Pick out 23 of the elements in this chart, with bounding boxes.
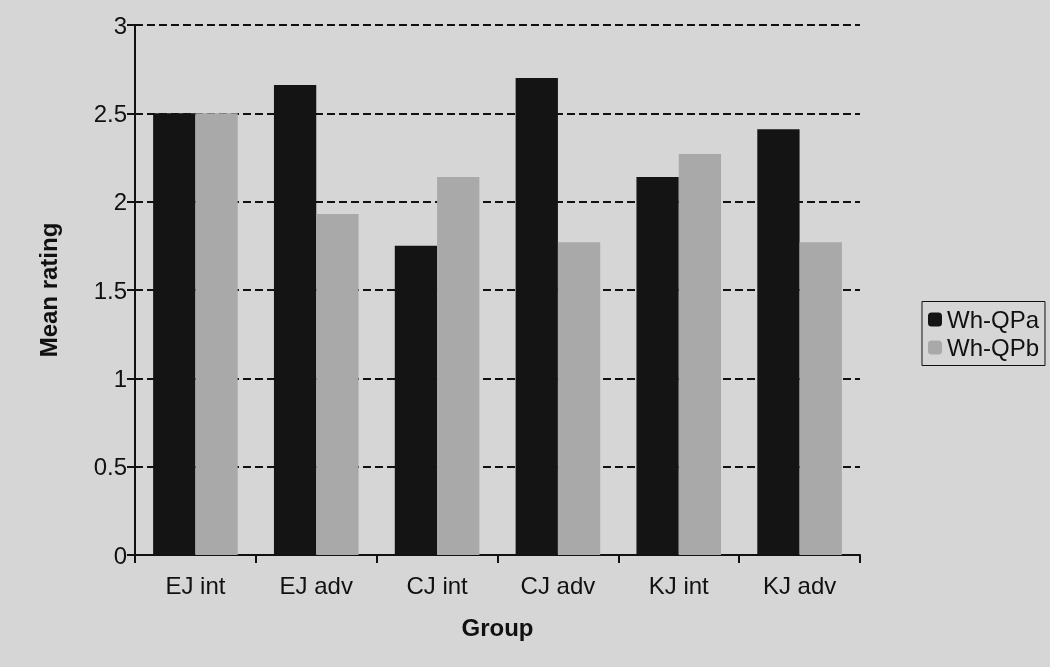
y-axis-title: Mean rating [34, 222, 62, 358]
y-tick-label: 0 [113, 541, 127, 569]
bar [316, 214, 359, 555]
x-tick-label: EJ adv [279, 571, 353, 599]
legend-label: Wh-QPb [946, 334, 1039, 361]
x-tick-label: KJ adv [762, 571, 837, 599]
x-tick-label: KJ int [648, 571, 710, 599]
x-tick-label: CJ int [406, 571, 469, 599]
bar [195, 113, 238, 555]
y-tick-label: 1 [113, 364, 127, 392]
x-axis-title: Group [461, 613, 534, 641]
bar [799, 242, 842, 555]
y-tick-label: 2 [113, 188, 127, 216]
bar [678, 153, 722, 555]
legend-label: Wh-QPa [946, 306, 1040, 333]
y-tick-label: 0.5 [93, 453, 127, 481]
y-tick-label: 1.5 [93, 276, 127, 304]
bar [437, 176, 480, 555]
x-tick-label: CJ adv [520, 571, 596, 599]
y-tick-label: 2.5 [93, 99, 127, 127]
y-tick-label: 3 [113, 11, 127, 39]
bar [557, 242, 601, 555]
x-tick-label: EJ int [165, 571, 226, 599]
